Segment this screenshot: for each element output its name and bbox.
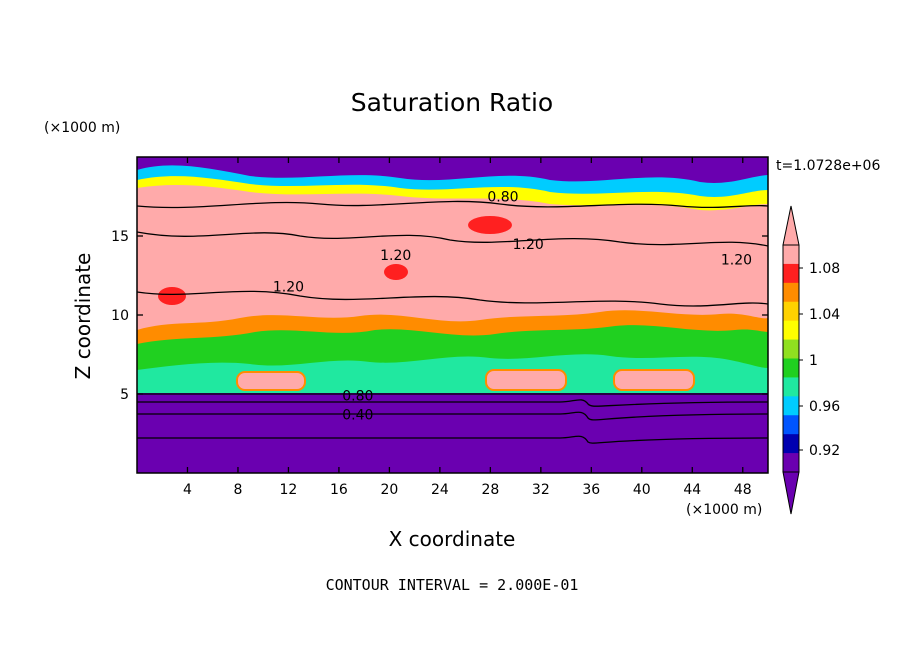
colorbar-segment — [783, 339, 799, 359]
x-tick-label: 24 — [431, 482, 449, 498]
chart-title: Saturation Ratio — [350, 88, 554, 117]
colorbar-extend-top — [782, 205, 800, 246]
colorbar-segment — [783, 282, 799, 303]
colorbar-label: 1.08 — [809, 261, 840, 277]
x-tick-label: 32 — [532, 482, 550, 498]
contour-label: 1.20 — [513, 237, 544, 253]
plot-field — [137, 157, 768, 473]
contour-interval-text: CONTOUR INTERVAL = 2.000E-01 — [325, 576, 579, 594]
z-unit-label: (×1000 m) — [44, 120, 121, 136]
field-patch — [468, 216, 512, 234]
colorbar-segment — [783, 396, 799, 416]
field-dry-base — [137, 393, 768, 473]
contour-label: 0.80 — [487, 190, 518, 206]
colorbar-extend-bottom — [782, 471, 800, 515]
field-patch — [485, 369, 567, 391]
contour-line — [137, 435, 768, 444]
contour-label: 1.20 — [721, 253, 752, 269]
contour-line — [137, 411, 768, 421]
colorbar-segment — [783, 245, 799, 265]
contour-line — [137, 290, 768, 307]
time-label: t=1.0728e+06 — [776, 158, 881, 174]
x-tick-label: 36 — [582, 482, 600, 498]
colorbar-segment — [783, 358, 799, 378]
colorbar-label: 1.04 — [809, 307, 840, 323]
x-unit-label: (×1000 m) — [686, 502, 763, 518]
y-tick-label: 5 — [120, 387, 129, 403]
x-tick-label: 12 — [280, 482, 298, 498]
x-tick-label: 44 — [683, 482, 701, 498]
y-tick-label: 10 — [111, 308, 129, 324]
x-tick-label: 4 — [183, 482, 192, 498]
colorbar-segment — [783, 377, 799, 397]
colorbar-label: 0.96 — [809, 399, 840, 415]
colorbar-segment — [783, 434, 799, 454]
colorbar-segment — [783, 263, 799, 284]
field-patch — [236, 371, 306, 391]
contour-labels: 0.80 1.20 1.20 1.20 1.20 0.80 0.40 — [273, 190, 752, 424]
y-tick-label: 15 — [111, 229, 129, 245]
colorbar: 1.08 1.04 1 0.96 0.92 — [782, 205, 840, 515]
field-patch — [384, 264, 408, 280]
x-tick-label: 40 — [633, 482, 651, 498]
x-tick-label: 16 — [330, 482, 348, 498]
colorbar-frame — [782, 244, 800, 473]
contour-line — [137, 231, 768, 247]
y-axis-ticks: 5 10 15 — [111, 229, 768, 403]
colorbar-segment — [783, 453, 799, 473]
colorbar-segment — [783, 415, 799, 435]
colorbar-segment — [783, 320, 799, 341]
contour-label: 1.20 — [273, 280, 304, 296]
x-tick-label: 8 — [233, 482, 242, 498]
colorbar-label: 1 — [809, 353, 818, 369]
x-tick-label: 28 — [481, 482, 499, 498]
colorbar-label: 0.92 — [809, 443, 840, 459]
x-tick-label: 20 — [380, 482, 398, 498]
field-patch — [158, 287, 186, 305]
contour-label: 0.80 — [342, 389, 373, 405]
colorbar-segment — [783, 301, 799, 322]
x-axis-label: X coordinate — [388, 527, 516, 551]
contour-line — [137, 200, 768, 209]
contour-label: 1.20 — [380, 248, 411, 264]
contour-line — [137, 399, 768, 407]
x-axis-ticks: 4 8 12 16 20 24 28 32 36 40 44 48 — [183, 157, 752, 498]
field-patch — [613, 369, 695, 391]
contour-label: 0.40 — [342, 408, 373, 424]
x-tick-label: 48 — [734, 482, 752, 498]
